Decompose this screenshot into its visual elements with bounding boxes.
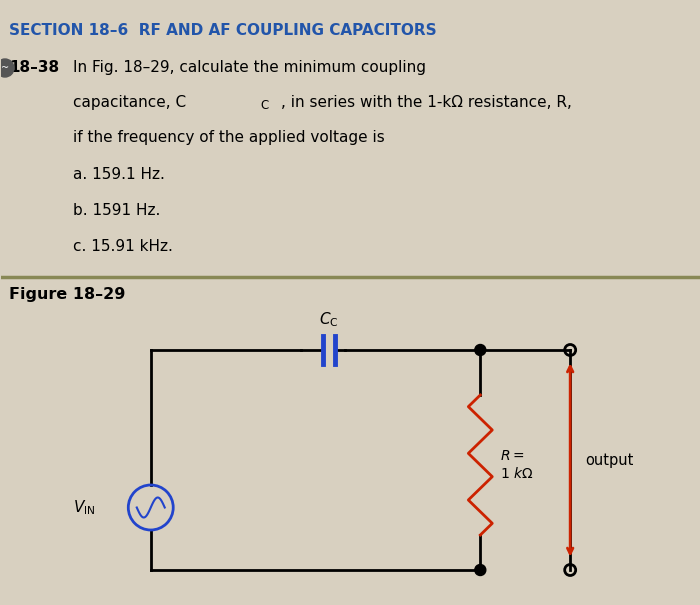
Text: capacitance, C: capacitance, C (73, 95, 186, 110)
Text: $V_{\rm IN}$: $V_{\rm IN}$ (74, 498, 96, 517)
Text: output: output (585, 453, 634, 468)
Circle shape (475, 564, 486, 575)
Text: 18–38: 18–38 (9, 60, 59, 75)
Circle shape (0, 59, 14, 77)
Text: C: C (260, 99, 269, 112)
Text: $C_{\rm C}$: $C_{\rm C}$ (318, 310, 338, 329)
Circle shape (475, 344, 486, 356)
Text: $R =$
$1\ k\Omega$: $R =$ $1\ k\Omega$ (500, 450, 534, 481)
Text: c. 15.91 kHz.: c. 15.91 kHz. (73, 239, 173, 254)
Text: a. 159.1 Hz.: a. 159.1 Hz. (73, 167, 164, 182)
Text: b. 1591 Hz.: b. 1591 Hz. (73, 203, 160, 218)
Text: ~: ~ (1, 63, 9, 73)
Text: , in series with the 1-kΩ resistance, R,: , in series with the 1-kΩ resistance, R, (281, 95, 571, 110)
Text: if the frequency of the applied voltage is: if the frequency of the applied voltage … (73, 130, 384, 145)
Text: SECTION 18–6  RF AND AF COUPLING CAPACITORS: SECTION 18–6 RF AND AF COUPLING CAPACITO… (9, 23, 437, 38)
Text: In Fig. 18–29, calculate the minimum coupling: In Fig. 18–29, calculate the minimum cou… (73, 60, 426, 75)
Text: Figure 18–29: Figure 18–29 (9, 287, 125, 302)
